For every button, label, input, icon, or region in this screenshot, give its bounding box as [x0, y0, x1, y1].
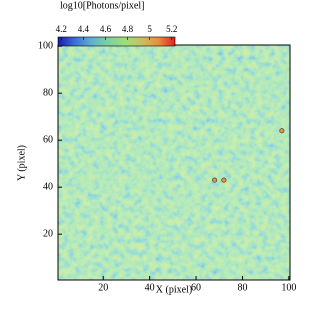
y-tick-label: 20: [43, 228, 53, 239]
y-tick-label: 40: [43, 181, 53, 192]
colorbar-label: log10[Photons/pixel]: [60, 0, 144, 11]
colorbar-tick-label: 4.8: [122, 24, 134, 34]
x-tick-label: 60: [191, 282, 201, 293]
x-tick-label: 80: [237, 282, 247, 293]
x-tick-label: 100: [281, 282, 296, 293]
colorbar-tick-label: 5: [147, 24, 152, 34]
colorbar-tick-label: 4.4: [78, 24, 90, 34]
source-marker: [279, 128, 285, 134]
x-axis-label: X (pixel): [156, 284, 192, 295]
y-tick-label: 100: [38, 40, 53, 51]
colorbar-tick-label: 4.2: [56, 24, 67, 34]
source-marker: [221, 177, 227, 183]
colorbar-tick-label: 4.6: [100, 24, 112, 34]
y-axis-label: Y (pixel): [16, 145, 27, 181]
colorbar: [57, 36, 176, 47]
x-tick-label: 40: [145, 282, 155, 293]
colorbar-tick-label: 5.2: [166, 24, 177, 34]
source-marker: [212, 177, 218, 183]
y-tick-label: 60: [43, 134, 53, 145]
x-tick-label: 20: [98, 282, 108, 293]
y-tick-label: 80: [43, 87, 53, 98]
image: [58, 45, 290, 280]
